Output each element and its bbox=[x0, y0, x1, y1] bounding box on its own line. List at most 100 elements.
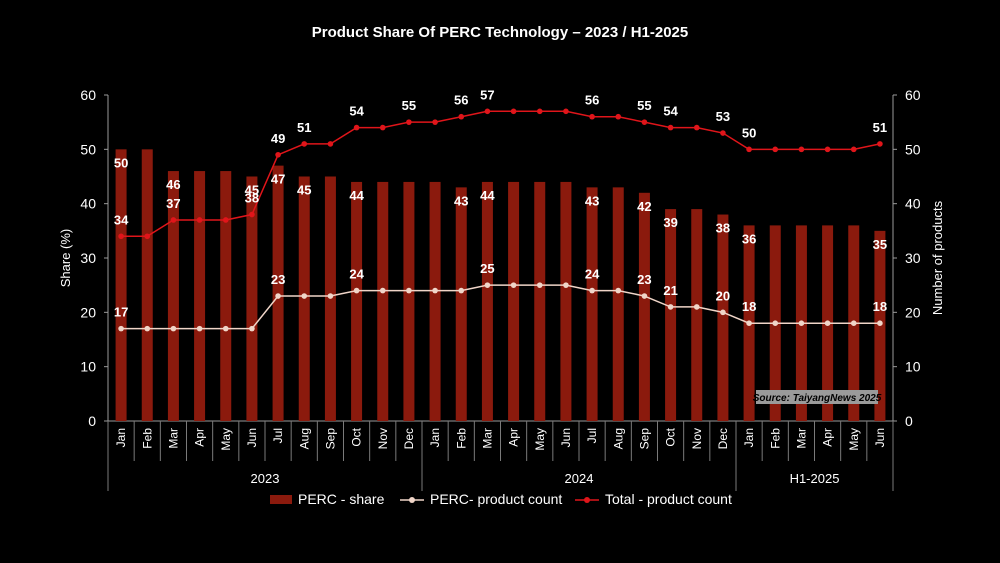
line-data-label: 57 bbox=[480, 87, 494, 102]
bar-data-label: 44 bbox=[480, 188, 495, 203]
line-point bbox=[510, 108, 517, 115]
bar-perc-share bbox=[691, 209, 703, 421]
line-point bbox=[406, 119, 412, 125]
legend-label: Total - product count bbox=[605, 491, 732, 507]
x-tick-label: Dec bbox=[716, 428, 730, 449]
y-tick-label-right: 0 bbox=[905, 413, 913, 429]
line-point bbox=[353, 124, 360, 131]
bar-data-label: 47 bbox=[271, 172, 285, 187]
line-data-label: 54 bbox=[663, 104, 678, 119]
x-tick-label: May bbox=[219, 428, 233, 451]
y-tick-label-right: 60 bbox=[905, 87, 921, 103]
line-point bbox=[458, 287, 465, 294]
y-tick-label-right: 40 bbox=[905, 196, 921, 212]
bar-perc-share bbox=[220, 171, 232, 421]
line-data-label: 51 bbox=[297, 120, 311, 135]
y-tick-label-left: 10 bbox=[80, 359, 96, 375]
bar-perc-share bbox=[638, 192, 650, 421]
x-tick-label: Jun bbox=[245, 428, 259, 447]
bar-data-label: 46 bbox=[166, 177, 180, 192]
line-point bbox=[379, 124, 386, 131]
line-point bbox=[615, 113, 622, 120]
group-label: H1-2025 bbox=[790, 471, 840, 486]
line-data-label: 53 bbox=[716, 109, 730, 124]
line-perc-product-count bbox=[121, 284, 880, 330]
line-point bbox=[353, 287, 360, 294]
group-label: 2023 bbox=[251, 471, 280, 486]
line-point bbox=[720, 309, 726, 316]
line-point bbox=[720, 130, 726, 136]
line-point bbox=[249, 325, 255, 332]
line-point bbox=[275, 293, 281, 299]
bar-perc-share bbox=[717, 214, 729, 421]
y-tick-label-left: 60 bbox=[80, 87, 96, 103]
legend-label: PERC - share bbox=[298, 491, 385, 507]
x-tick-label: Dec bbox=[402, 428, 416, 449]
bar-labels: 50 46 45 47 45 44 43 44 43 42 39 38 36 35 bbox=[114, 155, 887, 252]
source-text: Source: TaiyangNews 2025 bbox=[753, 393, 882, 404]
bar-perc-share bbox=[246, 176, 258, 421]
line-data-label: 24 bbox=[349, 267, 364, 282]
x-tick-label: May bbox=[533, 428, 547, 451]
legend: PERC - share PERC- product count Total - p… bbox=[270, 491, 732, 507]
line-point bbox=[693, 304, 700, 310]
x-tick-label: Feb bbox=[768, 428, 782, 449]
line-data-label: 20 bbox=[716, 288, 730, 303]
bar-perc-share bbox=[534, 181, 546, 421]
x-axis: Jan Feb Mar Apr May Jun Jul Aug Sep Oct Nov Dec Jan F… bbox=[107, 421, 894, 491]
y-tick-label-right: 20 bbox=[905, 304, 921, 320]
x-tick-label: Nov bbox=[690, 428, 704, 449]
line-point bbox=[118, 325, 124, 332]
y-tick-label-left: 50 bbox=[80, 141, 96, 157]
line-series: 17 23 24 25 24 23 21 20 18 18 34 37 38 49 51 54 55 56 57 56… bbox=[114, 87, 887, 332]
line-point bbox=[118, 233, 124, 240]
line-data-label: 18 bbox=[742, 299, 756, 314]
x-tick-label: Sep bbox=[323, 428, 337, 450]
line-point bbox=[170, 217, 177, 223]
line-point bbox=[301, 141, 308, 147]
bar-perc-share bbox=[455, 187, 467, 421]
line-point bbox=[877, 320, 883, 327]
line-point bbox=[746, 146, 752, 153]
bar-perc-share bbox=[167, 171, 179, 421]
x-tick-label: Aug bbox=[297, 428, 311, 449]
line-point bbox=[327, 141, 334, 147]
x-tick-label: Apr bbox=[821, 428, 835, 447]
x-tick-label: Jun bbox=[873, 428, 887, 447]
chart-title: Product Share Of PERC Technology – 2023 … bbox=[311, 24, 689, 41]
line-point bbox=[432, 119, 438, 125]
bar-perc-share bbox=[586, 187, 598, 421]
x-tick-label: Mar bbox=[166, 428, 180, 449]
line-point bbox=[667, 124, 674, 131]
legend-swatch-marker bbox=[409, 497, 415, 503]
y-tick-label-left: 20 bbox=[80, 304, 96, 320]
bar-perc-share bbox=[665, 209, 677, 421]
line-point bbox=[196, 217, 203, 223]
x-tick-label: Nov bbox=[376, 428, 390, 449]
line-data-label: 56 bbox=[585, 93, 599, 108]
bar-data-label: 43 bbox=[454, 193, 468, 208]
y-tick-label-right: 10 bbox=[905, 359, 921, 375]
line-point bbox=[824, 146, 831, 153]
line-point bbox=[563, 108, 569, 115]
line-data-label: 51 bbox=[873, 120, 887, 135]
x-tick-label: Oct bbox=[664, 427, 678, 446]
x-tick-label: Jan bbox=[742, 428, 756, 447]
line-point bbox=[850, 320, 857, 327]
line-point bbox=[746, 320, 752, 327]
x-tick-label: Aug bbox=[611, 428, 625, 449]
x-tick-label: Jul bbox=[271, 428, 285, 443]
bar-perc-share bbox=[377, 181, 389, 421]
line-data-label: 34 bbox=[114, 212, 129, 227]
line-data-label: 38 bbox=[245, 191, 259, 206]
line-point bbox=[615, 287, 622, 294]
line-point bbox=[641, 119, 648, 125]
line-data-label: 55 bbox=[402, 98, 416, 113]
line-point bbox=[798, 320, 805, 327]
bar-data-label: 42 bbox=[637, 199, 651, 214]
bar-data-label: 35 bbox=[873, 237, 887, 252]
line-point bbox=[301, 293, 308, 299]
y-tick-label-right: 30 bbox=[905, 250, 921, 266]
line-point bbox=[406, 287, 412, 294]
y-axis-label-right: Number of products bbox=[930, 200, 945, 315]
